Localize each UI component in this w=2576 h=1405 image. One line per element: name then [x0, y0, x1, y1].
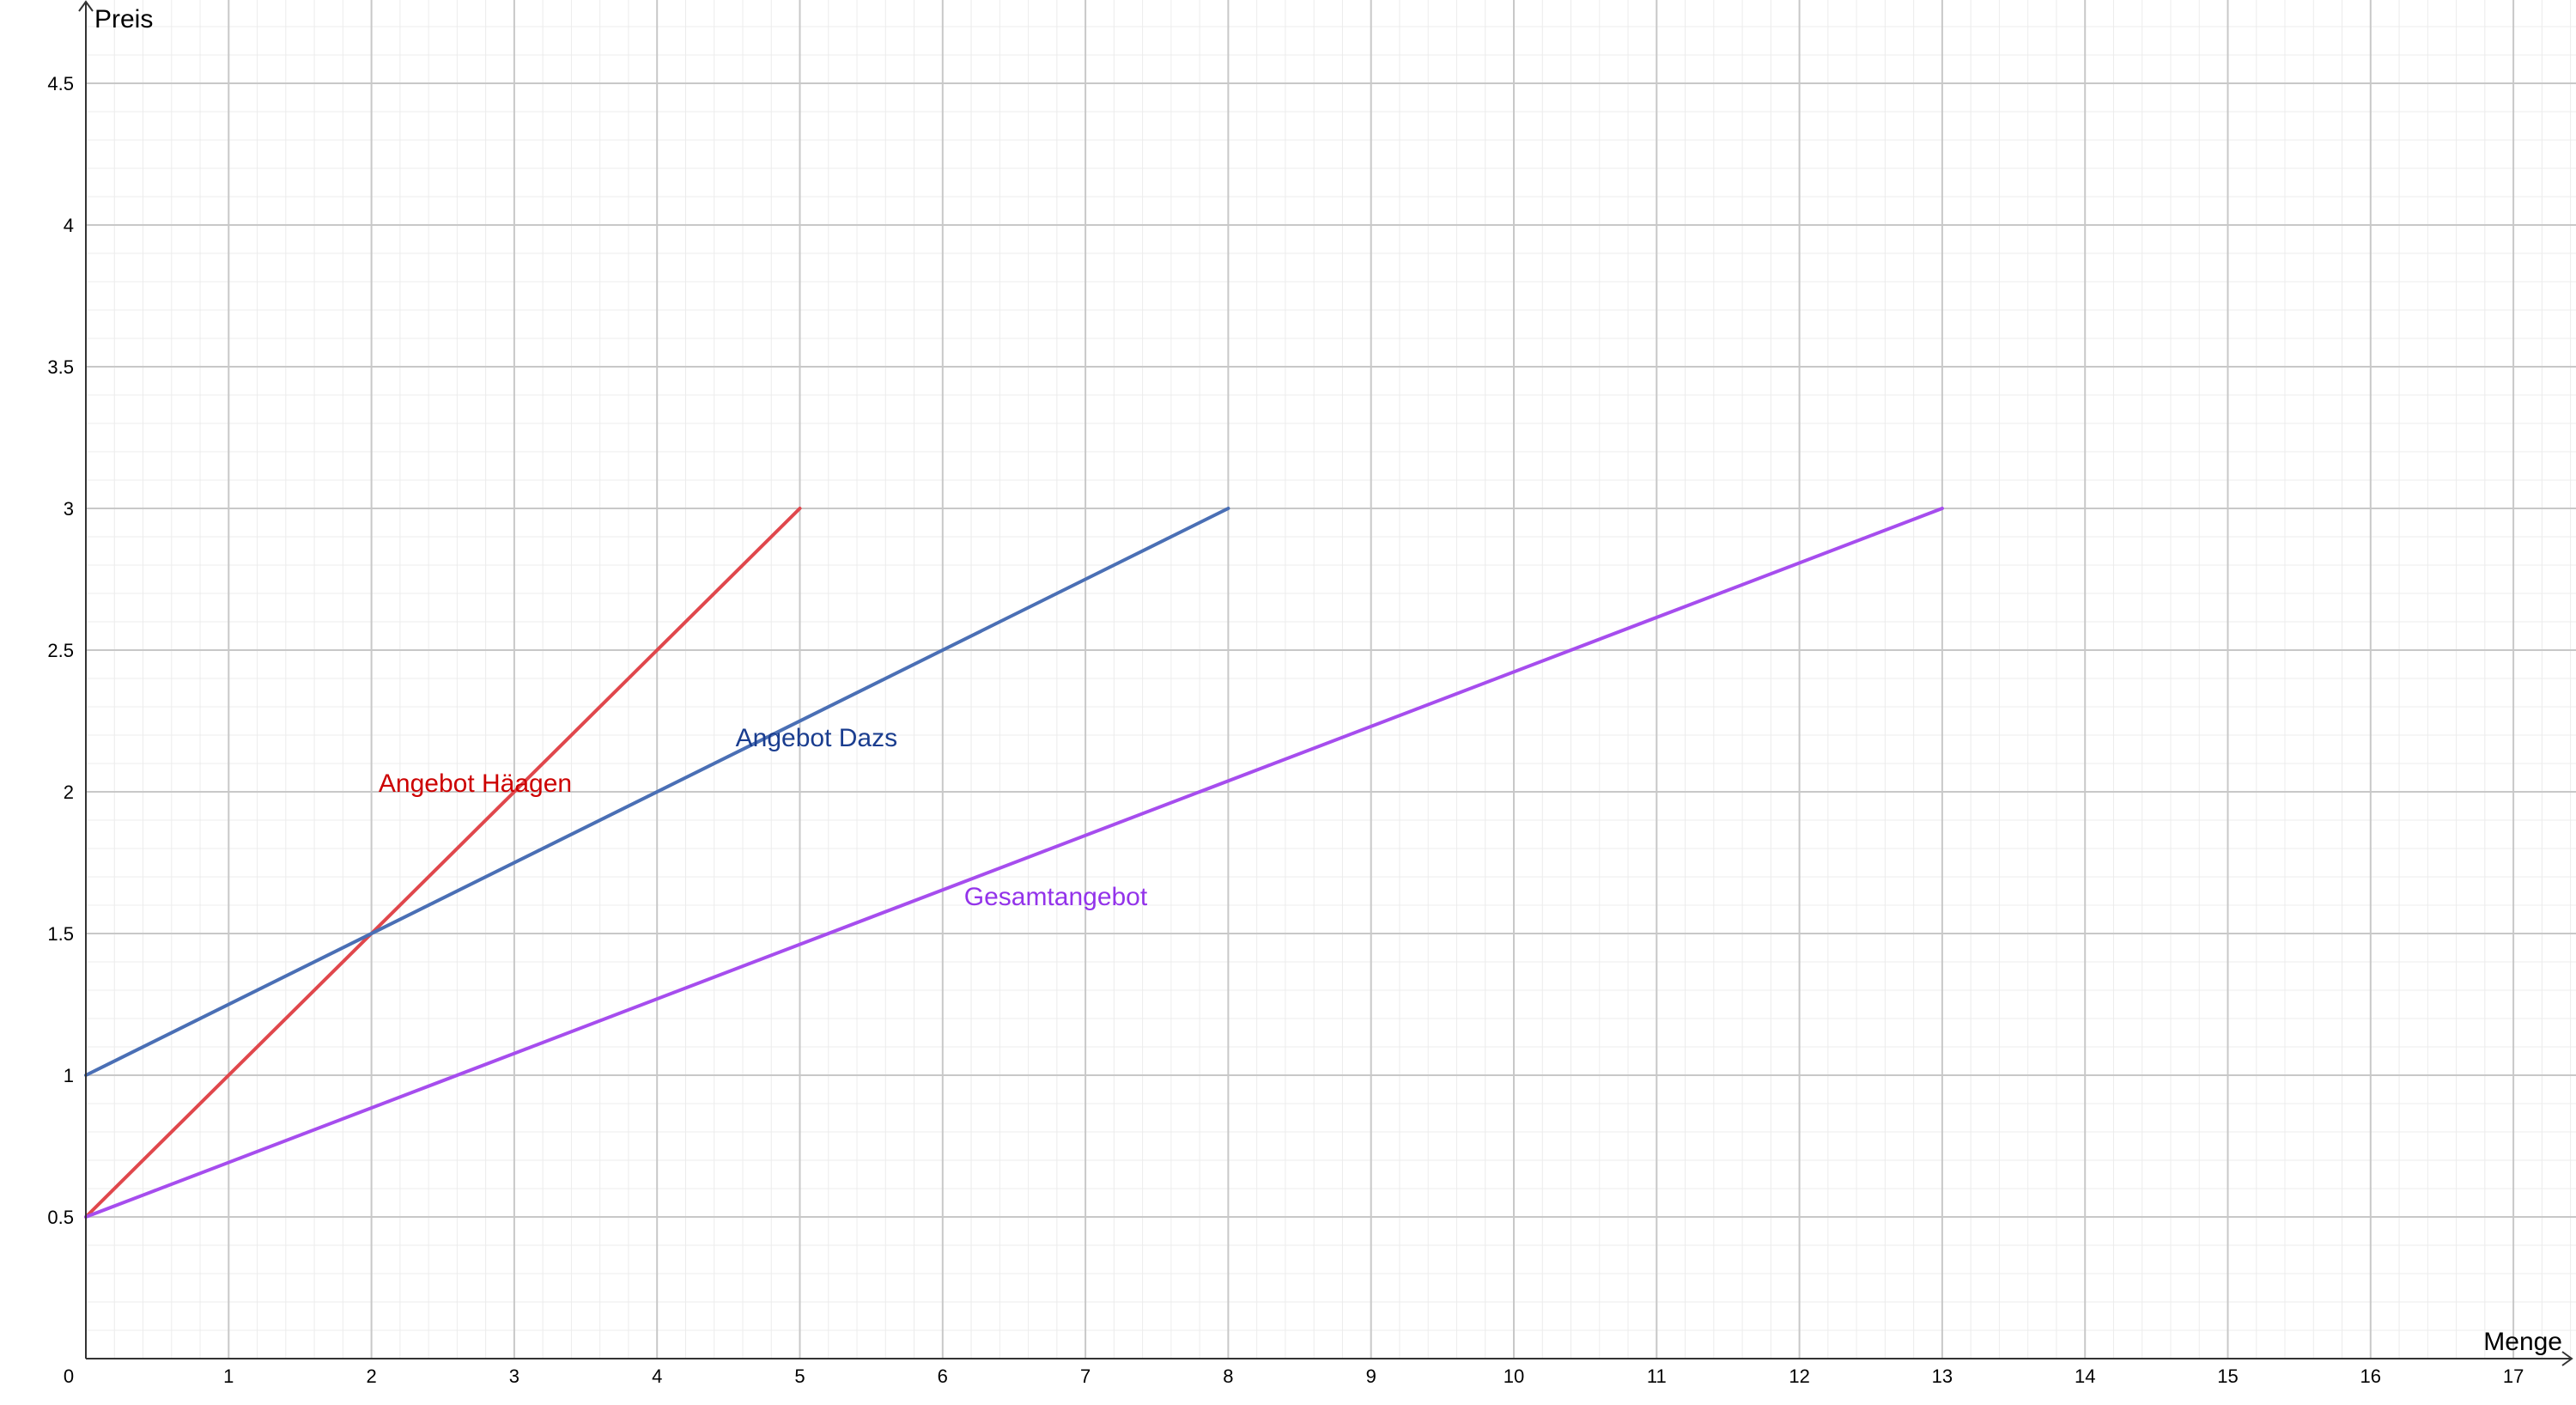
- x-tick-label: 8: [1223, 1365, 1233, 1387]
- x-tick-label: 11: [1647, 1365, 1667, 1387]
- series-line: [84, 507, 1230, 1077]
- x-tick-label: 9: [1366, 1365, 1376, 1387]
- minor-grid: [86, 0, 2576, 1359]
- axes: [78, 0, 2573, 1366]
- x-tick-label: 6: [938, 1365, 948, 1387]
- y-tick-label: 0.5: [47, 1207, 74, 1228]
- y-tick-labels: 0.5 1 1.5 2 2.5 3 3.5 4 4.5: [47, 73, 74, 1228]
- x-tick-label: 0: [64, 1365, 74, 1387]
- x-tick-label: 15: [2217, 1365, 2238, 1387]
- x-tick-labels: 0 1 2 3 4 5 6 7 8 9 10 11 12 13 14 15 16 17: [64, 1365, 2524, 1387]
- x-tick-label: 17: [2503, 1365, 2524, 1387]
- x-tick-label: 7: [1080, 1365, 1091, 1387]
- series-label: Angebot Häagen: [379, 769, 572, 798]
- x-tick-label: 14: [2075, 1365, 2095, 1387]
- y-axis-arrow: [78, 0, 94, 12]
- series-line: [84, 507, 802, 1219]
- series-labels: Angebot Häagen Angebot Dazs Gesamtangebot: [379, 724, 1148, 911]
- x-tick-label: 5: [794, 1365, 805, 1387]
- y-tick-label: 1: [64, 1065, 74, 1086]
- x-tick-label: 2: [366, 1365, 376, 1387]
- x-tick-label: 13: [1932, 1365, 1953, 1387]
- y-tick-label: 1.5: [47, 923, 74, 945]
- x-tick-label: 12: [1789, 1365, 1809, 1387]
- y-tick-label: 2.5: [47, 640, 74, 661]
- x-axis-title: Menge: [2483, 1328, 2562, 1356]
- x-axis-arrow: [2561, 1351, 2573, 1366]
- y-tick-label: 3: [64, 498, 74, 520]
- y-tick-label: 4.5: [47, 73, 74, 94]
- x-tick-label: 10: [1504, 1365, 1524, 1387]
- series-label: Angebot Dazs: [736, 724, 897, 752]
- y-tick-label: 2: [64, 782, 74, 803]
- y-axis-title: Preis: [94, 5, 153, 33]
- y-tick-label: 3.5: [47, 356, 74, 378]
- x-tick-label: 16: [2360, 1365, 2381, 1387]
- x-tick-label: 4: [652, 1365, 662, 1387]
- y-tick-label: 4: [64, 215, 74, 236]
- x-tick-label: 3: [509, 1365, 519, 1387]
- series-lines: [84, 507, 1944, 1219]
- x-tick-label: 1: [223, 1365, 234, 1387]
- series-label: Gesamtangebot: [964, 883, 1148, 911]
- major-grid: [86, 0, 2576, 1359]
- series-line: [84, 507, 1944, 1219]
